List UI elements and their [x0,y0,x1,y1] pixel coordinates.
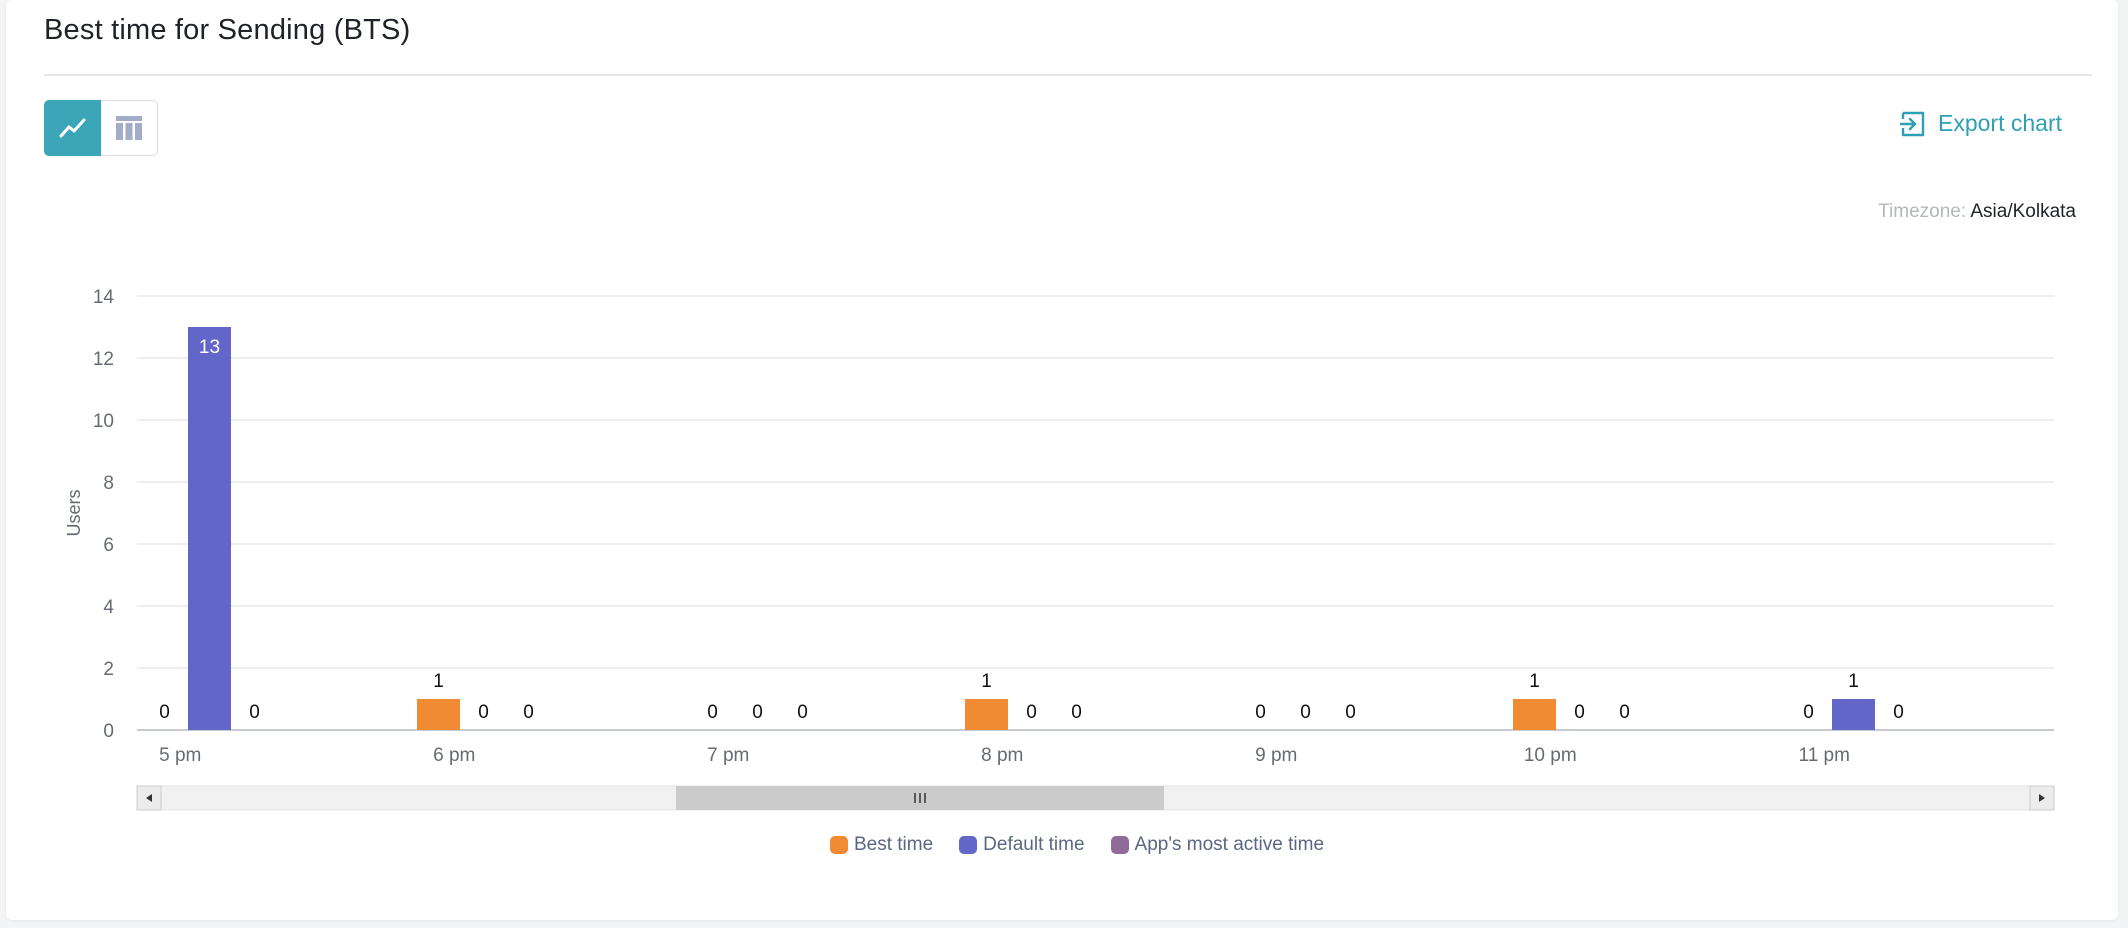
legend-swatch [959,836,978,854]
export-icon [1900,111,1925,136]
x-tick-label: 5 pm [159,745,201,766]
data-label: 0 [1893,702,1904,723]
legend-label: Best time [853,834,934,855]
timezone-value: Asia/Kolkata [1970,201,2076,222]
data-label: 0 [523,702,534,723]
line-chart-icon [59,118,85,138]
legend-item[interactable]: Default time [959,834,1085,856]
table-icon [116,116,142,140]
data-label: 0 [1300,702,1311,723]
data-label: 0 [752,702,763,723]
legend-swatch [1110,836,1129,854]
bar-0-5[interactable] [1513,699,1556,730]
bts-card: Best time for Sending (BTS) Export chart [6,0,2118,920]
data-label: 0 [1574,702,1585,723]
data-label: 0 [1803,702,1814,723]
caret-left-icon [146,794,152,802]
y-tick-label: 8 [103,473,114,494]
y-tick-label: 6 [103,535,114,556]
data-label: 1 [1529,671,1540,692]
data-label: 1 [433,671,444,692]
data-label: 0 [1345,702,1356,723]
legend-item[interactable]: Best time [829,834,934,856]
header-divider [44,74,2092,76]
data-label: 0 [1255,702,1266,723]
data-label: 1 [1848,671,1859,692]
x-tick-label: 6 pm [433,745,475,766]
y-tick-label: 2 [103,659,114,680]
bar-1-6[interactable] [1832,699,1875,730]
y-axis-title: Users [64,489,84,536]
data-label: 0 [478,702,489,723]
y-tick-label: 4 [103,597,114,618]
data-label: 1 [981,671,992,692]
timezone-label: Timezone: [1878,201,1967,222]
bar-1-0[interactable] [188,327,231,730]
export-chart-button[interactable]: Export chart [1900,110,2062,137]
legend-label: Default time [983,834,1085,855]
data-label: 0 [1619,702,1630,723]
table-view-button[interactable] [101,100,158,156]
data-label: 0 [159,702,170,723]
data-label: 13 [199,337,220,358]
y-tick-label: 14 [93,287,115,308]
data-label: 0 [797,702,808,723]
bar-0-3[interactable] [965,699,1008,730]
data-label: 0 [707,702,718,723]
data-label: 0 [1071,702,1082,723]
x-tick-label: 9 pm [1255,745,1297,766]
timezone-info: Timezone: Asia/Kolkata [1878,201,2076,223]
x-tick-label: 8 pm [981,745,1023,766]
export-chart-label: Export chart [1938,110,2062,136]
data-label: 0 [249,702,260,723]
legend-label: App's most active time [1134,834,1325,855]
x-tick-label: 11 pm [1799,745,1850,766]
chart-legend: Best time Default time App's most active t… [6,834,2118,856]
y-tick-label: 10 [93,411,114,432]
y-tick-label: 0 [103,721,114,742]
page-title: Best time for Sending (BTS) [44,14,411,46]
x-tick-label: 10 pm [1524,745,1577,766]
view-toggle [44,100,158,158]
x-tick-label: 7 pm [707,745,749,766]
bar-0-1[interactable] [417,699,460,730]
y-tick-label: 12 [93,349,114,370]
chart-view-button[interactable] [44,100,101,156]
legend-item[interactable]: App's most active time [1110,834,1325,856]
data-label: 0 [1026,702,1037,723]
legend-swatch [829,836,848,854]
caret-right-icon [2039,794,2045,802]
